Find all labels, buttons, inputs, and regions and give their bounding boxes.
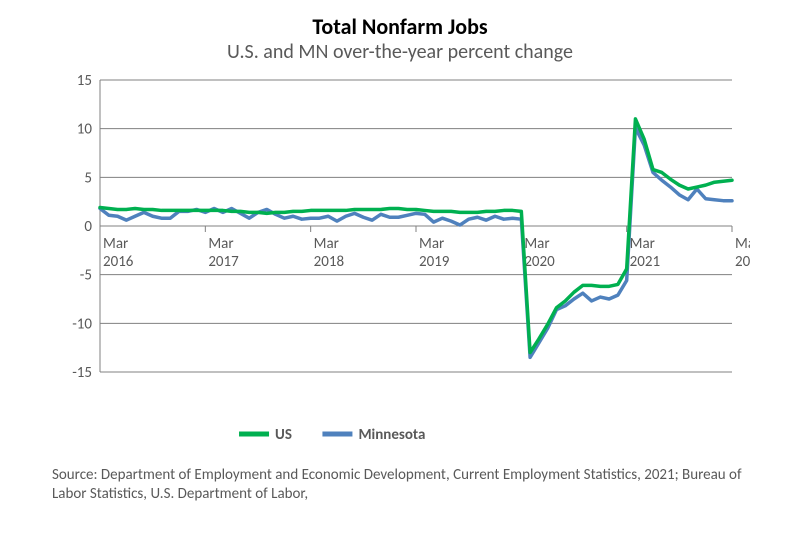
x-tick-label-month: Mar xyxy=(524,235,549,253)
chart-svg: -15-10-5051015Mar2016Mar2017Mar2018Mar20… xyxy=(50,72,750,462)
x-tick-label-month: Mar xyxy=(630,235,655,253)
y-tick-label: 0 xyxy=(84,218,92,236)
chart-subtitle: U.S. and MN over-the-year percent change xyxy=(24,40,776,64)
y-tick-label: -10 xyxy=(72,316,92,334)
x-tick-label-year: 2016 xyxy=(103,253,134,271)
chart-title: Total Nonfarm Jobs xyxy=(24,14,776,40)
legend-label: Minnesota xyxy=(358,426,425,444)
page-root: Total Nonfarm Jobs U.S. and MN over-the-… xyxy=(0,0,800,535)
y-tick-label: 15 xyxy=(77,72,92,90)
y-tick-label: 10 xyxy=(77,121,93,139)
legend-label: US xyxy=(275,426,292,444)
x-tick-label-year: 2021 xyxy=(630,253,660,271)
x-tick-label-year: 2020 xyxy=(524,253,555,271)
x-tick-label-month: Mar xyxy=(103,235,128,253)
x-tick-label-month: Mar xyxy=(208,235,233,253)
chart-plot-area: -15-10-5051015Mar2016Mar2017Mar2018Mar20… xyxy=(50,72,750,462)
y-tick-label: 5 xyxy=(84,170,92,188)
x-tick-label-month: Mar xyxy=(735,235,750,253)
x-tick-label-month: Mar xyxy=(314,235,339,253)
y-tick-label: -15 xyxy=(72,364,92,382)
x-tick-label-year: 2017 xyxy=(208,253,239,271)
x-tick-label-year: 2022 xyxy=(735,253,750,271)
x-tick-label-month: Mar xyxy=(419,235,444,253)
x-tick-label-year: 2018 xyxy=(314,253,344,271)
x-tick-label-year: 2019 xyxy=(419,253,450,271)
chart-source-caption: Source: Department of Employment and Eco… xyxy=(24,466,776,504)
y-tick-label: -5 xyxy=(80,267,92,285)
